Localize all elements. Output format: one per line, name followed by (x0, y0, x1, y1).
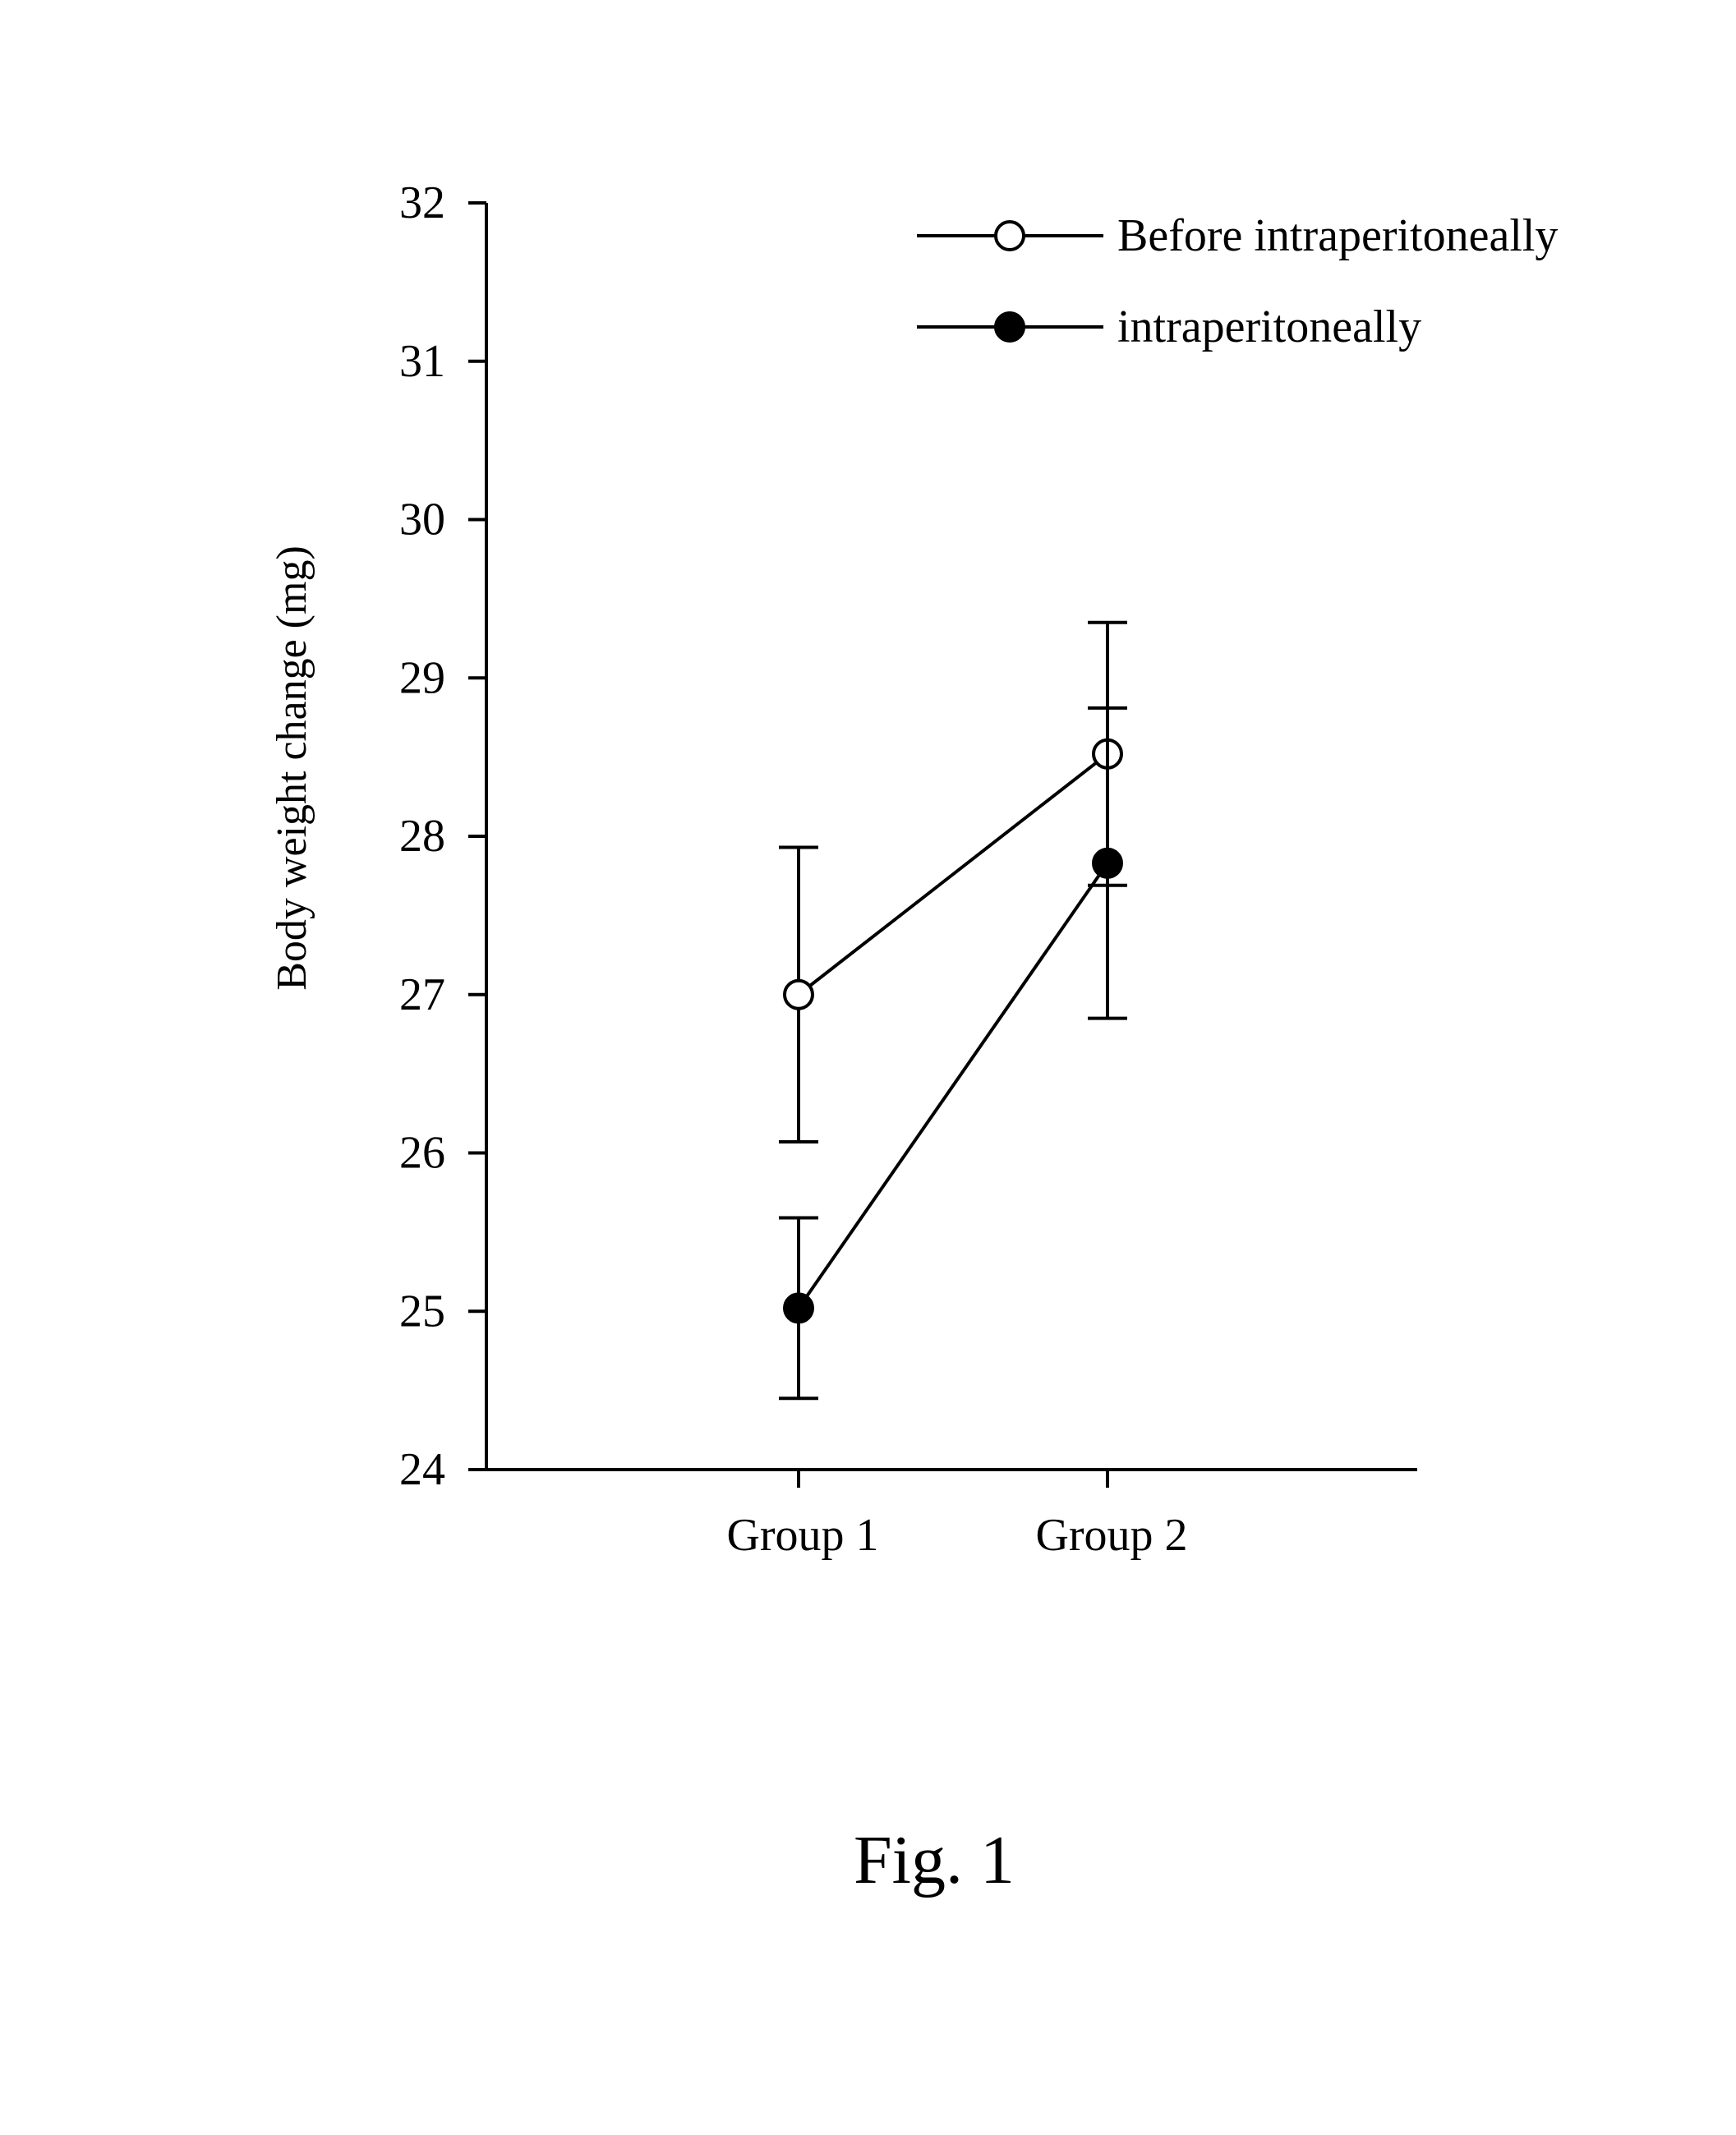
series-line (799, 863, 1107, 1309)
chart-axes (485, 203, 1417, 1470)
y-tick-label: 32 (399, 177, 445, 228)
series-layer (779, 623, 1127, 1398)
y-tick-label: 27 (399, 969, 445, 1020)
y-tick-label: 30 (399, 495, 445, 545)
legend-marker-open (996, 222, 1024, 250)
legend-item-1: Before intraperitoneally (917, 210, 1558, 261)
y-axis-label: Body weight change (mg) (269, 545, 315, 991)
x-axis-ticks: Group 1 Group 2 (726, 1470, 1187, 1561)
y-tick-label: 31 (399, 336, 445, 387)
chart-legend: Before intraperitoneally intraperitoneall… (917, 210, 1558, 352)
x-tick-label: Group 2 (1035, 1510, 1187, 1561)
data-point-filled (785, 1294, 813, 1322)
x-tick-label: Group 1 (726, 1510, 878, 1561)
y-tick-label: 24 (399, 1444, 445, 1495)
y-tick-label: 28 (399, 811, 445, 862)
legend-label: Before intraperitoneally (1117, 210, 1558, 261)
series-line (799, 754, 1107, 995)
line-chart: 24 25 26 27 28 29 30 31 32 Group 1 Group 2 Body w… (0, 0, 1736, 2135)
y-tick-label: 26 (399, 1128, 445, 1179)
data-point-filled (1094, 849, 1121, 877)
legend-label: intraperitoneally (1117, 301, 1421, 352)
series-1 (779, 623, 1127, 1142)
legend-marker-filled (996, 313, 1024, 341)
data-point-open (785, 981, 813, 1009)
y-axis-ticks: 24 25 26 27 28 29 30 31 32 (399, 177, 486, 1495)
y-tick-label: 25 (399, 1286, 445, 1337)
y-tick-label: 29 (399, 652, 445, 703)
series-2 (779, 708, 1127, 1398)
legend-item-2: intraperitoneally (917, 301, 1421, 352)
figure-caption: Fig. 1 (854, 1822, 1015, 1898)
